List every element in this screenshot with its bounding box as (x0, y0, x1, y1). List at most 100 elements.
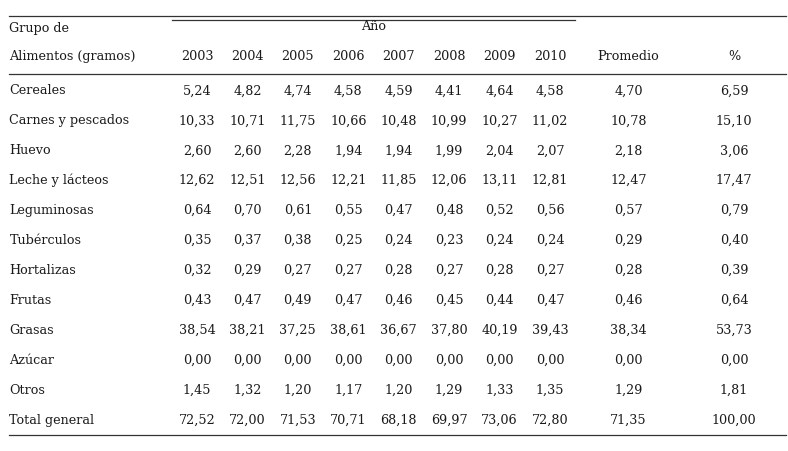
Text: 1,33: 1,33 (485, 384, 514, 397)
Text: 0,29: 0,29 (614, 234, 643, 247)
Text: 4,59: 4,59 (385, 84, 413, 97)
Text: 0,00: 0,00 (435, 354, 463, 367)
Text: 2010: 2010 (533, 50, 567, 63)
Text: 37,25: 37,25 (280, 324, 316, 337)
Text: 10,71: 10,71 (229, 115, 266, 127)
Text: 39,43: 39,43 (532, 324, 568, 337)
Text: 0,52: 0,52 (485, 204, 514, 217)
Text: Leche y lácteos: Leche y lácteos (9, 174, 109, 188)
Text: 10,66: 10,66 (330, 115, 366, 127)
Text: 1,35: 1,35 (536, 384, 564, 397)
Text: 1,17: 1,17 (334, 384, 362, 397)
Text: 10,27: 10,27 (481, 115, 518, 127)
Text: 17,47: 17,47 (716, 174, 753, 187)
Text: Grupo de: Grupo de (9, 22, 69, 35)
Text: 0,57: 0,57 (614, 204, 643, 217)
Text: 2009: 2009 (483, 50, 516, 63)
Text: 38,21: 38,21 (229, 324, 266, 337)
Text: 70,71: 70,71 (330, 414, 366, 427)
Text: 2008: 2008 (433, 50, 466, 63)
Text: Huevo: Huevo (9, 144, 51, 157)
Text: Cereales: Cereales (9, 84, 66, 97)
Text: 0,25: 0,25 (334, 234, 362, 247)
Text: 53,73: 53,73 (716, 324, 753, 337)
Text: 10,78: 10,78 (610, 115, 647, 127)
Text: 2,04: 2,04 (485, 144, 514, 157)
Text: 73,06: 73,06 (481, 414, 518, 427)
Text: 69,97: 69,97 (431, 414, 467, 427)
Text: 0,70: 0,70 (233, 204, 262, 217)
Text: 0,00: 0,00 (536, 354, 564, 367)
Text: 2,07: 2,07 (536, 144, 564, 157)
Text: 0,61: 0,61 (284, 204, 312, 217)
Text: 4,64: 4,64 (485, 84, 514, 97)
Text: 4,41: 4,41 (435, 84, 463, 97)
Text: 0,44: 0,44 (485, 294, 514, 307)
Text: 15,10: 15,10 (716, 115, 753, 127)
Text: 2004: 2004 (231, 50, 264, 63)
Text: 0,55: 0,55 (334, 204, 362, 217)
Text: 12,47: 12,47 (610, 174, 647, 187)
Text: 1,81: 1,81 (720, 384, 748, 397)
Text: 1,94: 1,94 (385, 144, 413, 157)
Text: 1,29: 1,29 (614, 384, 643, 397)
Text: %: % (728, 50, 740, 63)
Text: 0,37: 0,37 (233, 234, 262, 247)
Text: Tubérculos: Tubérculos (9, 234, 81, 247)
Text: 12,62: 12,62 (179, 174, 215, 187)
Text: 3,06: 3,06 (719, 144, 749, 157)
Text: 38,34: 38,34 (610, 324, 647, 337)
Text: 0,28: 0,28 (614, 264, 643, 277)
Text: Alimentos (gramos): Alimentos (gramos) (9, 50, 136, 63)
Text: 12,51: 12,51 (229, 174, 266, 187)
Text: 0,48: 0,48 (435, 204, 463, 217)
Text: Hortalizas: Hortalizas (9, 264, 76, 277)
Text: Carnes y pescados: Carnes y pescados (9, 115, 129, 127)
Text: 0,56: 0,56 (536, 204, 564, 217)
Text: 0,38: 0,38 (284, 234, 312, 247)
Text: 4,82: 4,82 (233, 84, 262, 97)
Text: 12,21: 12,21 (330, 174, 366, 187)
Text: 5,24: 5,24 (183, 84, 211, 97)
Text: 0,00: 0,00 (233, 354, 262, 367)
Text: 0,00: 0,00 (334, 354, 362, 367)
Text: 0,00: 0,00 (183, 354, 211, 367)
Text: 0,29: 0,29 (233, 264, 262, 277)
Text: 68,18: 68,18 (381, 414, 417, 427)
Text: 0,27: 0,27 (435, 264, 463, 277)
Text: 2,18: 2,18 (614, 144, 643, 157)
Text: 0,00: 0,00 (719, 354, 749, 367)
Text: 2003: 2003 (180, 50, 214, 63)
Text: 2,28: 2,28 (284, 144, 312, 157)
Text: 37,80: 37,80 (431, 324, 467, 337)
Text: 0,00: 0,00 (614, 354, 643, 367)
Text: Promedio: Promedio (597, 50, 660, 63)
Text: 1,99: 1,99 (435, 144, 463, 157)
Text: 0,35: 0,35 (183, 234, 211, 247)
Text: 72,00: 72,00 (229, 414, 266, 427)
Text: 11,75: 11,75 (280, 115, 316, 127)
Text: 0,27: 0,27 (536, 264, 564, 277)
Text: 11,85: 11,85 (381, 174, 417, 187)
Text: Azúcar: Azúcar (9, 354, 54, 367)
Text: 0,23: 0,23 (435, 234, 463, 247)
Text: Otros: Otros (9, 384, 46, 397)
Text: 11,02: 11,02 (532, 115, 568, 127)
Text: 0,47: 0,47 (334, 294, 362, 307)
Text: Frutas: Frutas (9, 294, 52, 307)
Text: 0,00: 0,00 (284, 354, 312, 367)
Text: 0,49: 0,49 (284, 294, 312, 307)
Text: 0,45: 0,45 (435, 294, 463, 307)
Text: 10,33: 10,33 (179, 115, 215, 127)
Text: 38,54: 38,54 (179, 324, 215, 337)
Text: 12,06: 12,06 (431, 174, 467, 187)
Text: 10,48: 10,48 (381, 115, 417, 127)
Text: Total general: Total general (9, 414, 95, 427)
Text: 1,20: 1,20 (385, 384, 413, 397)
Text: 0,79: 0,79 (719, 204, 749, 217)
Text: Leguminosas: Leguminosas (9, 204, 94, 217)
Text: 4,74: 4,74 (284, 84, 312, 97)
Text: 0,47: 0,47 (385, 204, 413, 217)
Text: 0,24: 0,24 (536, 234, 564, 247)
Text: 0,40: 0,40 (719, 234, 749, 247)
